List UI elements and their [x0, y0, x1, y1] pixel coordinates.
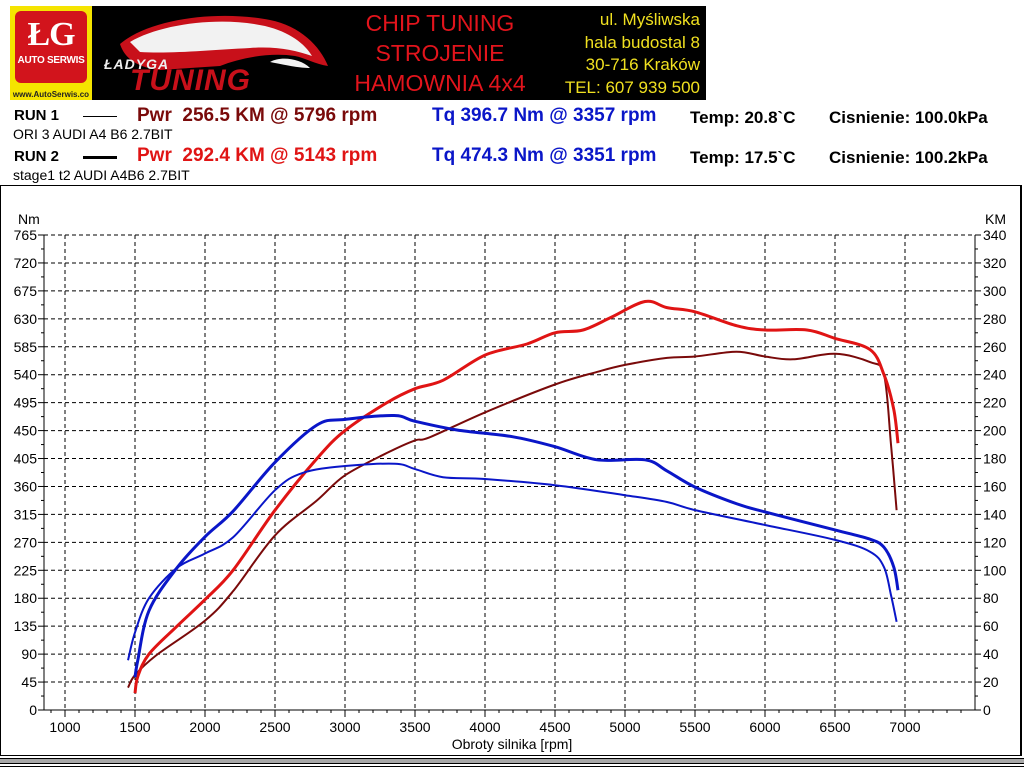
right-axis-tick-label: 200: [983, 423, 1007, 439]
x-axis-tick-label: 5500: [679, 719, 710, 735]
run1-pressure: Cisnienie: 100.0kPa: [829, 108, 988, 127]
x-axis-tick-label: 2500: [259, 719, 290, 735]
left-axis-tick-label: 225: [14, 562, 38, 578]
right-axis-tick-label: 220: [983, 395, 1007, 411]
brand-name-bottom: TUNING: [130, 64, 251, 97]
run-1-power-km-curve: [127, 350, 898, 689]
left-axis-tick-label: 450: [14, 423, 38, 439]
lg-auto-serwis-logo: ŁG AUTO SERWIS www.AutoSerwis.co: [10, 6, 92, 100]
x-axis-tick-label: 6500: [819, 719, 850, 735]
right-axis-tick-label: 100: [983, 562, 1007, 578]
x-axis-tick-label: 3000: [329, 719, 360, 735]
services-list: CHIP TUNING STROJENIE HAMOWNIA 4x4: [332, 6, 548, 102]
left-axis-tick-label: 360: [14, 478, 38, 494]
right-axis-tick-label: 260: [983, 339, 1007, 355]
ladyga-tuning-logo: ŁADYGA TUNING: [100, 6, 332, 100]
address-block: ul. Myśliwska hala budostal 8 30-716 Kra…: [550, 6, 700, 103]
bottom-scrollbar: [0, 758, 1024, 764]
run1-power: Pwr 256.5 KM @ 5796 rpm: [137, 105, 378, 126]
run-1-torque-nm-curve: [127, 462, 898, 661]
header-banner: ŁG AUTO SERWIS www.AutoSerwis.co ŁADYGA …: [10, 6, 706, 100]
left-axis-tick-label: 180: [14, 590, 38, 606]
x-axis-tick-label: 5000: [609, 719, 640, 735]
right-axis-tick-label: 280: [983, 311, 1007, 327]
x-axis-label: Obroty silnika [rpm]: [452, 736, 573, 752]
run1-torque: Tq 396.7 Nm @ 3357 rpm: [432, 105, 657, 126]
right-axis-tick-label: 60: [983, 618, 999, 634]
run2-power: Pwr 292.4 KM @ 5143 rpm: [137, 145, 378, 166]
run-2-torque-nm-curve: [133, 413, 900, 678]
right-axis-tick-label: 120: [983, 534, 1007, 550]
run2-torque: Tq 474.3 Nm @ 3351 rpm: [432, 145, 657, 166]
run2-temp: Temp: 17.5`C: [690, 148, 796, 167]
x-axis-tick-label: 4000: [469, 719, 500, 735]
service-item: HAMOWNIA 4x4: [354, 70, 526, 96]
run2-line-sample: [83, 156, 117, 159]
left-axis-tick-label: 90: [21, 646, 37, 662]
right-axis-tick-label: 40: [983, 646, 999, 662]
left-axis-tick-label: 675: [14, 283, 38, 299]
right-axis-tick-label: 180: [983, 451, 1007, 467]
run1-line-sample: [83, 116, 117, 117]
x-axis-tick-label: 1500: [119, 719, 150, 735]
service-item: STROJENIE: [375, 40, 505, 66]
sports-car-icon: [120, 15, 328, 70]
address-city: 30-716 Kraków: [585, 55, 700, 74]
chart-axes: 0 45 90 135 180 225 270 315 360 405 450 495 540 585 63…: [14, 227, 1007, 735]
left-axis-tick-label: 765: [14, 227, 38, 243]
chart-frame: [0, 185, 1022, 756]
x-axis-tick-label: 6000: [749, 719, 780, 735]
x-axis-tick-label: 7000: [889, 719, 920, 735]
run2-pressure: Cisnienie: 100.2kPa: [829, 148, 988, 167]
address-phone: TEL: 607 939 500: [564, 77, 700, 97]
brand-name-top: ŁADYGA: [104, 56, 170, 72]
left-axis-tick-label: 720: [14, 255, 38, 271]
run1-label: RUN 1: [14, 107, 60, 124]
run2-label: RUN 2: [14, 148, 60, 165]
chart-grid: [44, 234, 975, 710]
left-axis-tick-label: 0: [29, 702, 37, 718]
right-axis-tick-label: 160: [983, 478, 1007, 494]
bottom-border: [0, 766, 1024, 769]
right-axis-unit: KM: [985, 211, 1006, 227]
left-axis-tick-label: 270: [14, 534, 38, 550]
right-axis-tick-label: 240: [983, 367, 1007, 383]
address-street: ul. Myśliwska: [599, 10, 700, 29]
x-axis-tick-label: 2000: [189, 719, 220, 735]
left-axis-tick-label: 630: [14, 311, 38, 327]
left-axis-tick-label: 495: [14, 395, 38, 411]
service-item: CHIP TUNING: [365, 10, 515, 36]
logo-url: www.AutoSerwis.co: [12, 90, 90, 99]
x-axis-tick-label: 4500: [539, 719, 570, 735]
right-axis-tick-label: 0: [983, 702, 991, 718]
run1-temp: Temp: 20.8`C: [690, 108, 796, 127]
left-axis-tick-label: 540: [14, 367, 38, 383]
left-axis-tick-label: 315: [14, 506, 38, 522]
chart-series: [127, 299, 900, 694]
right-axis-tick-label: 340: [983, 227, 1007, 243]
logo-subtitle: AUTO SERWIS: [17, 55, 85, 66]
x-axis-tick-label: 1000: [49, 719, 80, 735]
x-axis-tick-label: 3500: [399, 719, 430, 735]
logo-initials: ŁG: [27, 16, 75, 53]
right-axis-tick-label: 140: [983, 506, 1007, 522]
left-axis-tick-label: 45: [21, 674, 37, 690]
left-axis-tick-label: 405: [14, 451, 38, 467]
right-axis-tick-label: 80: [983, 590, 999, 606]
run1-description: ORI 3 AUDI A4 B6 2.7BIT: [13, 126, 173, 142]
run-2-power-km-curve: [133, 299, 900, 694]
left-axis-tick-label: 135: [14, 618, 38, 634]
address-building: hala budostal 8: [584, 32, 700, 52]
left-axis-tick-label: 585: [14, 339, 38, 355]
run2-description: stage1 t2 AUDI A4B6 2.7BIT: [13, 167, 190, 183]
left-axis-unit: Nm: [18, 211, 40, 227]
right-axis-tick-label: 20: [983, 674, 999, 690]
right-axis-tick-label: 320: [983, 255, 1007, 271]
right-axis-tick-label: 300: [983, 283, 1007, 299]
